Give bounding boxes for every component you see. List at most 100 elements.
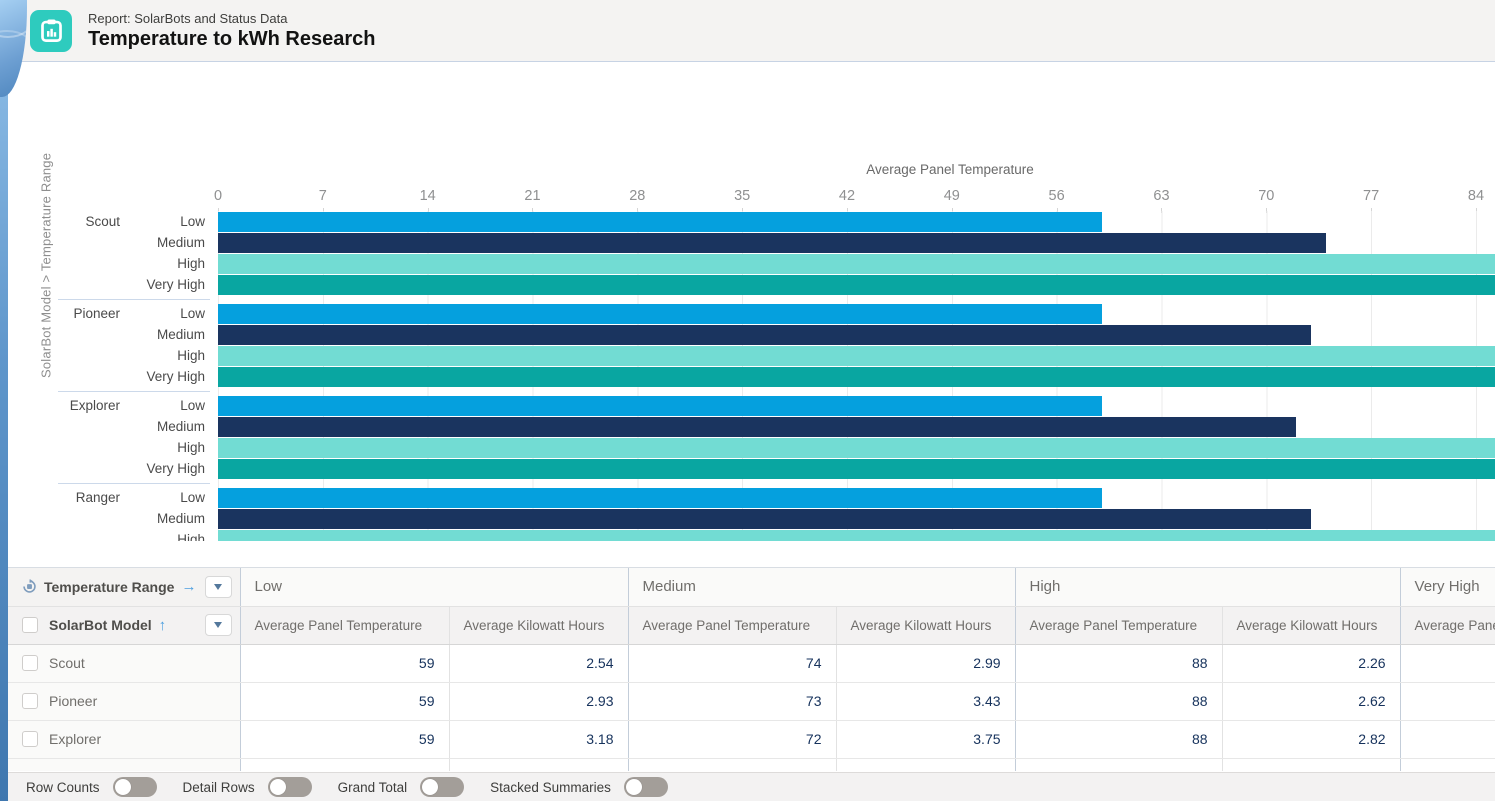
- chart-bar-track: [218, 395, 1495, 416]
- row-header: Pioneer: [8, 682, 240, 720]
- chevron-down-icon: [214, 584, 222, 590]
- chart-bar-row: High: [8, 529, 1495, 541]
- value-cell: 3.75: [836, 720, 1015, 758]
- row-group-column-label[interactable]: SolarBot Model: [49, 617, 152, 633]
- toggle-row-counts[interactable]: [113, 777, 157, 797]
- value-cell: [1400, 644, 1495, 682]
- chart-bar-track: [218, 274, 1495, 295]
- pivot-column-menu-button[interactable]: [205, 576, 232, 598]
- chart-bar-row: High: [8, 437, 1495, 458]
- row-group-menu-button[interactable]: [205, 614, 232, 636]
- pivot-group-icon: [22, 579, 37, 594]
- chart-bar-high[interactable]: [218, 254, 1495, 274]
- measure-column-header[interactable]: Average Kilowatt Hours: [449, 606, 628, 644]
- value-cell: 59: [240, 682, 449, 720]
- report-icon: [30, 10, 72, 52]
- row-checkbox[interactable]: [22, 655, 38, 671]
- chart-bar-medium[interactable]: [218, 509, 1311, 529]
- chart-bar-very-high[interactable]: [218, 367, 1495, 387]
- chart-range-label: Medium: [8, 324, 205, 345]
- value-cell: 2.26: [1222, 644, 1400, 682]
- chart-bar-row: Low: [8, 395, 1495, 416]
- chart-bar-very-high[interactable]: [218, 459, 1495, 479]
- toggle-grand-total[interactable]: [420, 777, 464, 797]
- row-model-label: Scout: [49, 655, 85, 671]
- measure-column-header[interactable]: Average Panel Temperature: [628, 606, 836, 644]
- chart-bar-high[interactable]: [218, 346, 1495, 366]
- x-axis-tick-label: 28: [629, 188, 645, 204]
- chart-bar-very-high[interactable]: [218, 275, 1495, 295]
- toggle-label: Detail Rows: [183, 780, 255, 795]
- pivot-column-label[interactable]: Temperature Range: [44, 579, 174, 595]
- chart-bar-high[interactable]: [218, 530, 1495, 541]
- chart-bar-low[interactable]: [218, 212, 1102, 232]
- row-checkbox[interactable]: [22, 693, 38, 709]
- x-axis-tick-label: 77: [1363, 188, 1379, 204]
- chart-bar-medium[interactable]: [218, 417, 1296, 437]
- chart-bar-medium[interactable]: [218, 233, 1326, 253]
- toggle-knob: [270, 779, 286, 795]
- x-axis-tick-label: 0: [214, 188, 222, 204]
- x-axis-tick-label: 56: [1049, 188, 1065, 204]
- chart-bar-medium[interactable]: [218, 325, 1311, 345]
- column-group-header[interactable]: High: [1015, 568, 1400, 606]
- x-axis-tick-label: 35: [734, 188, 750, 204]
- measure-column-header[interactable]: Average Panel Temperature: [1400, 606, 1495, 644]
- chart-bar-low[interactable]: [218, 488, 1102, 508]
- report-type-label: Report: SolarBots and Status Data: [88, 10, 376, 27]
- row-checkbox[interactable]: [22, 731, 38, 747]
- table-row: Scout592.54742.99882.26: [8, 644, 1495, 682]
- chart-group: ExplorerLowMediumHighVery High: [8, 395, 1495, 479]
- pivot-direction-arrow: →: [181, 578, 196, 595]
- pivot-table-container: Temperature Range → LowMediumHighVery Hi…: [8, 567, 1495, 772]
- x-axis-tick-label: 49: [944, 188, 960, 204]
- column-group-header[interactable]: Very High: [1400, 568, 1495, 606]
- measure-column-header[interactable]: Average Kilowatt Hours: [1222, 606, 1400, 644]
- chart-bar-low[interactable]: [218, 304, 1102, 324]
- toggle-knob: [115, 779, 131, 795]
- x-axis-tick-label: 70: [1258, 188, 1274, 204]
- chart-bar-track: [218, 232, 1495, 253]
- chart-title: Average Panel Temperature: [866, 162, 1034, 177]
- chart-bar-track: [218, 303, 1495, 324]
- chart-range-label: Very High: [8, 458, 205, 479]
- chart-range-label: Medium: [8, 232, 205, 253]
- toggle-stacked-summaries[interactable]: [624, 777, 668, 797]
- chart-bar-track: [218, 458, 1495, 479]
- column-group-header[interactable]: Medium: [628, 568, 1015, 606]
- chart-range-label: High: [8, 253, 205, 274]
- chart-bar-track: [218, 253, 1495, 274]
- sort-ascending-icon: ↑: [159, 617, 167, 634]
- value-cell: 59: [240, 644, 449, 682]
- measure-column-header[interactable]: Average Kilowatt Hours: [836, 606, 1015, 644]
- footer-toggles: Row CountsDetail RowsGrand TotalStacked …: [26, 777, 694, 797]
- measure-column-header[interactable]: Average Panel Temperature: [240, 606, 449, 644]
- value-cell: 3.18: [449, 720, 628, 758]
- value-cell: 88: [1015, 682, 1222, 720]
- chart-bar-low[interactable]: [218, 396, 1102, 416]
- select-all-checkbox[interactable]: [22, 617, 38, 633]
- chart-range-label: Medium: [8, 416, 205, 437]
- toggle-detail-rows[interactable]: [268, 777, 312, 797]
- row-header-cell: SolarBot Model ↑: [8, 606, 240, 644]
- report-window: Report: SolarBots and Status Data Temper…: [8, 0, 1495, 801]
- chart-bar-track: [218, 487, 1495, 508]
- chart-panel: Average Panel Temperature 07142128354249…: [8, 62, 1495, 567]
- chart-range-label: Very High: [8, 366, 205, 387]
- page-title: Temperature to kWh Research: [88, 27, 376, 51]
- chart-plot-area: ScoutLowMediumHighVery HighPioneerLowMed…: [8, 211, 1495, 541]
- row-model-label: Explorer: [49, 731, 101, 747]
- chart-groups: ScoutLowMediumHighVery HighPioneerLowMed…: [8, 211, 1495, 541]
- chart-bar-row: Very High: [8, 366, 1495, 387]
- chart-bar-high[interactable]: [218, 438, 1495, 458]
- value-cell: 59: [240, 720, 449, 758]
- column-group-header[interactable]: Low: [240, 568, 628, 606]
- chart-group-label: Scout: [8, 211, 120, 232]
- table-row-partial: [8, 758, 1495, 771]
- measure-column-header[interactable]: Average Panel Temperature: [1015, 606, 1222, 644]
- chart-bar-row: Low: [8, 211, 1495, 232]
- x-axis-tick-label: 14: [420, 188, 436, 204]
- chart-bar-track: [218, 324, 1495, 345]
- value-cell: 74: [628, 644, 836, 682]
- chart-bar-track: [218, 366, 1495, 387]
